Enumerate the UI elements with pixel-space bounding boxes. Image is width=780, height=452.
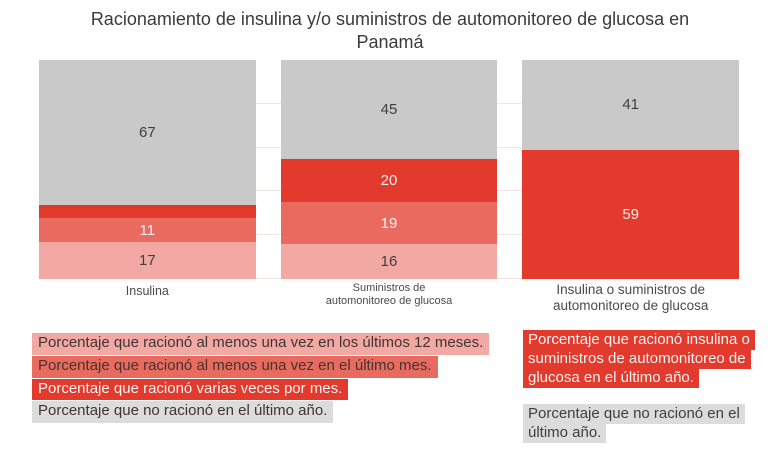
x-axis-label: Insulina	[125, 284, 169, 298]
stacked-bar-chart: 17 11 6 67 16 19 20 45 59 41	[39, 60, 740, 279]
segment-value-label: 11	[139, 221, 156, 239]
bar-segment: 16	[280, 243, 498, 279]
x-axis-label: Suministros de automonitoreo de glucosa	[325, 282, 453, 307]
legend-right-item: Porcentaje que no racionó en el último a…	[523, 404, 757, 443]
bar-segment: 11	[39, 218, 256, 243]
segment-value-label: 16	[380, 252, 398, 270]
bar: 59 41	[522, 60, 740, 279]
legend-right-item: Porcentaje que racionó insulina o sumini…	[523, 330, 757, 388]
bar: 17 11 6 67	[39, 60, 256, 279]
bar-segment: 6	[39, 184, 256, 219]
bar-segment: 20	[280, 158, 498, 203]
segment-value-label: 17	[138, 252, 156, 270]
segment-value-label: 41	[622, 96, 640, 114]
segment-value-label: 20	[380, 171, 398, 189]
bar-segment: 17	[39, 242, 256, 279]
bar-segment: 19	[280, 202, 498, 244]
segment-value-label: 45	[380, 100, 398, 118]
bar: 16 19 20 45	[280, 60, 498, 279]
bar-segment: 45	[280, 60, 498, 159]
legend-item: Porcentaje que racionó al menos una vez …	[32, 333, 490, 355]
chart-title: Racionamiento de insulina y/o suministro…	[90, 9, 690, 53]
legend-item: Porcentaje que racionó al menos una vez …	[32, 355, 438, 378]
x-axis-label: Insulina o suministros de automonitoreo …	[553, 282, 709, 313]
bar-segment: 67	[39, 60, 256, 206]
segment-value-label: 67	[138, 124, 156, 142]
bar-segment: 41	[522, 60, 740, 150]
legend-item: Porcentaje que racionó varias veces por …	[32, 378, 349, 401]
segment-value-label: 59	[622, 205, 640, 223]
bar-segment: 59	[522, 149, 740, 279]
legend-rationed-insulin-or-supplies-label: Porcentaje que racionó insulina o sumini…	[523, 330, 755, 388]
segment-value-label: 19	[380, 214, 398, 232]
legend-item: Porcentaje que no racionó en el último a…	[32, 401, 334, 423]
legend-not-rationed-label: Porcentaje que no racionó en el último a…	[523, 404, 745, 443]
legend-left: Porcentaje que racionó al menos una vez …	[32, 333, 490, 423]
x-axis-labels: Insulina Suministros de automonitoreo de …	[39, 282, 739, 313]
legend-right: Porcentaje que racionó insulina o sumini…	[523, 330, 757, 443]
bars-container: 17 11 6 67 16 19 20 45 59 41	[39, 60, 740, 279]
